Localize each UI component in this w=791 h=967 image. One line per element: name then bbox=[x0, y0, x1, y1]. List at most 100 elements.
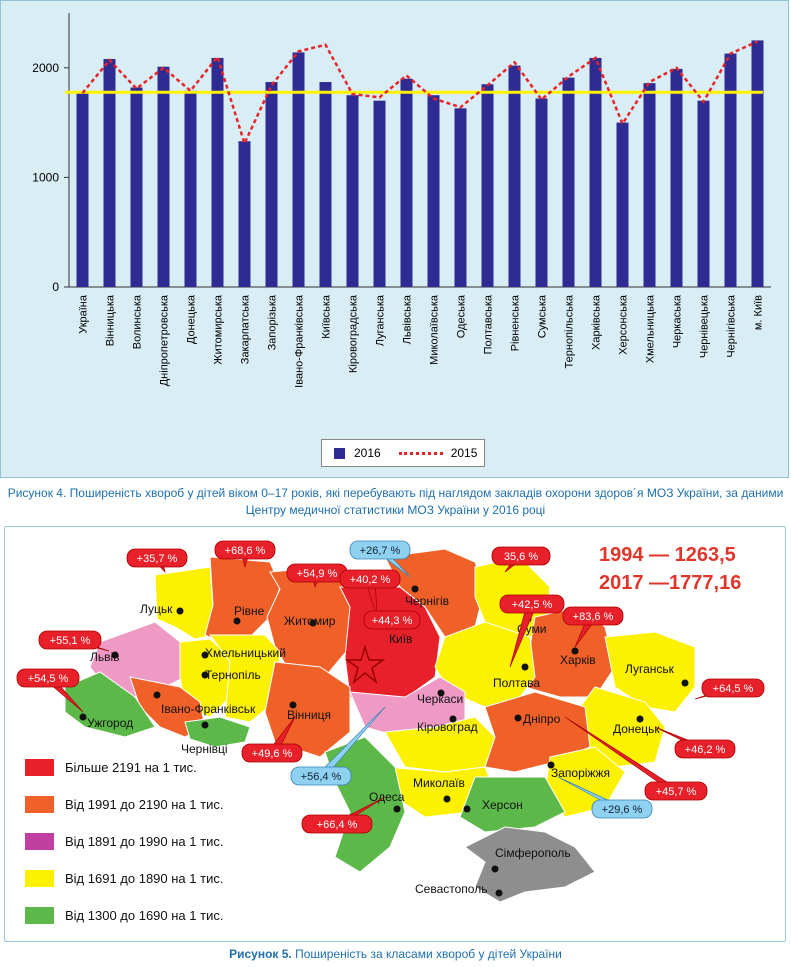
x-tick-label: Одеська bbox=[456, 294, 468, 338]
svg-text:+66,4 %: +66,4 % bbox=[317, 819, 358, 831]
city-label: Кіровоград bbox=[417, 720, 478, 734]
period-2017: 2017 —1777,16 bbox=[599, 572, 741, 594]
legend-label: Більше 2191 на 1 тис. bbox=[65, 760, 197, 775]
figure5-map-panel: Луцьк Рівне Житомир Чернігів Київ Суми Харків Л… bbox=[4, 526, 786, 942]
city-dot bbox=[411, 585, 419, 593]
y-tick-label: 1000 bbox=[32, 170, 59, 184]
city-label: Полтава bbox=[493, 676, 540, 690]
x-tick-label: Чернівецька bbox=[699, 294, 711, 358]
bar-2016 bbox=[76, 92, 89, 287]
svg-text:+45,7 %: +45,7 % bbox=[656, 786, 697, 798]
x-tick-label: Рівненська bbox=[510, 294, 522, 351]
svg-text:+56,4 %: +56,4 % bbox=[301, 771, 342, 783]
svg-text:+54,5 %: +54,5 % bbox=[28, 673, 69, 685]
bar-2016 bbox=[481, 84, 494, 288]
city-label: Чернігів bbox=[405, 594, 449, 608]
x-tick-label: Полтавська bbox=[483, 294, 495, 354]
line-2015 bbox=[81, 40, 759, 147]
region-khmelnytskyi bbox=[209, 634, 281, 723]
city-dot bbox=[201, 651, 209, 659]
figure5-caption: Рисунок 5. Поширеність за класами хвороб… bbox=[0, 946, 791, 963]
city-label: Чернівці bbox=[181, 742, 228, 756]
chart-legend: 2016 2015 bbox=[321, 439, 485, 467]
bar-2016 bbox=[130, 87, 143, 287]
bar-2016 bbox=[238, 141, 251, 287]
city-label: Київ bbox=[389, 632, 412, 646]
city-dot bbox=[437, 689, 445, 697]
figure4-caption: Рисунок 4. Поширеність хвороб у дітей ві… bbox=[7, 486, 784, 517]
figure4-chart-panel: 0 1000 2000 Україна Вінницька Волинська Дніпр… bbox=[0, 0, 789, 478]
legend-label: Від 1891 до 1990 на 1 тис. bbox=[65, 834, 223, 849]
city-label: Запоріжжя bbox=[551, 766, 610, 780]
bar-2016 bbox=[697, 100, 710, 288]
percent-tag: +54,5 % bbox=[16, 668, 84, 713]
x-tick-label: Дніпропетровська bbox=[159, 294, 171, 386]
bar-2016 bbox=[373, 100, 386, 288]
percent-tag: +56,4 % bbox=[290, 706, 386, 786]
legend-label: Від 1991 до 2190 на 1 тис. bbox=[65, 797, 223, 812]
city-dot bbox=[309, 619, 317, 627]
city-dot bbox=[495, 889, 503, 897]
svg-text:35,6 %: 35,6 % bbox=[504, 551, 538, 563]
city-dot bbox=[176, 607, 184, 615]
x-tick-label: Черкаська bbox=[672, 294, 684, 348]
x-tick-label: Тернопільська bbox=[564, 294, 576, 368]
city-label: Луганськ bbox=[625, 662, 675, 676]
percent-tag: +83,6 % bbox=[562, 606, 624, 648]
city-label: Миколаїв bbox=[413, 776, 465, 790]
city-dot bbox=[449, 715, 457, 723]
percent-tag: +54,9 % bbox=[286, 563, 348, 589]
svg-text:+35,7 %: +35,7 % bbox=[137, 553, 178, 565]
x-tick-label: Миколаївська bbox=[429, 294, 441, 365]
city-label: Львів bbox=[90, 650, 120, 664]
percent-tag: +40,2 % bbox=[339, 569, 401, 618]
bar-2016 bbox=[508, 65, 521, 287]
city-label: Черкаси bbox=[417, 692, 463, 706]
percent-tag: +66,4 % bbox=[301, 796, 386, 834]
legend-swatch bbox=[25, 907, 54, 924]
x-tick-label: Харківська bbox=[591, 294, 603, 350]
legend-label-2016: 2016 bbox=[354, 446, 381, 460]
svg-text:+44,3 %: +44,3 % bbox=[372, 615, 413, 627]
legend-swatch bbox=[25, 796, 54, 813]
svg-text:+55,1 %: +55,1 % bbox=[50, 635, 91, 647]
bar-2016 bbox=[427, 95, 440, 287]
city-label: Херсон bbox=[482, 798, 523, 812]
x-tick-label: Херсонська bbox=[618, 294, 630, 355]
city-label: Рівне bbox=[234, 604, 265, 618]
city-dot bbox=[111, 651, 119, 659]
bar-2016 bbox=[724, 53, 737, 287]
bar-2016 bbox=[184, 90, 197, 287]
city-dot bbox=[521, 663, 529, 671]
city-label: Вінниця bbox=[287, 708, 331, 722]
y-tick-label: 0 bbox=[52, 280, 59, 294]
city-dot bbox=[463, 805, 471, 813]
percent-tag: +68,6 % bbox=[214, 540, 276, 569]
x-tick-label: Волинська bbox=[132, 294, 144, 349]
city-dot bbox=[201, 671, 209, 679]
city-dot bbox=[393, 805, 401, 813]
city-label: Хмельницький bbox=[205, 646, 286, 660]
bar-2016 bbox=[535, 98, 548, 287]
percent-tag: +29,6 % bbox=[557, 776, 653, 819]
ukraine-map: Луцьк РівнеЖитомирЧернігівКиївСумиХарківЛ… bbox=[16, 540, 765, 924]
city-dot bbox=[153, 691, 161, 699]
bar-2016 bbox=[211, 57, 224, 287]
city-label: Дніпро bbox=[523, 712, 561, 726]
bar-2016 bbox=[265, 82, 278, 287]
x-tick-label: Сумська bbox=[537, 294, 549, 338]
region-luhansk bbox=[604, 631, 696, 713]
legend-swatch-2015 bbox=[398, 451, 443, 455]
city-dot bbox=[681, 679, 689, 687]
city-dot bbox=[547, 761, 555, 769]
city-label: Ужгород bbox=[87, 716, 133, 730]
svg-text:+68,6 %: +68,6 % bbox=[225, 545, 266, 557]
percent-tag: +49,6 % bbox=[241, 716, 303, 763]
percent-tag: +46,2 % bbox=[654, 726, 736, 759]
city-label: Харків bbox=[560, 653, 596, 667]
city-label: Одеса bbox=[369, 790, 405, 804]
svg-text:+40,2 %: +40,2 % bbox=[350, 574, 391, 586]
city-dot bbox=[514, 714, 522, 722]
bar-2016 bbox=[589, 57, 602, 287]
x-tick-label: Запорізька bbox=[267, 294, 279, 350]
